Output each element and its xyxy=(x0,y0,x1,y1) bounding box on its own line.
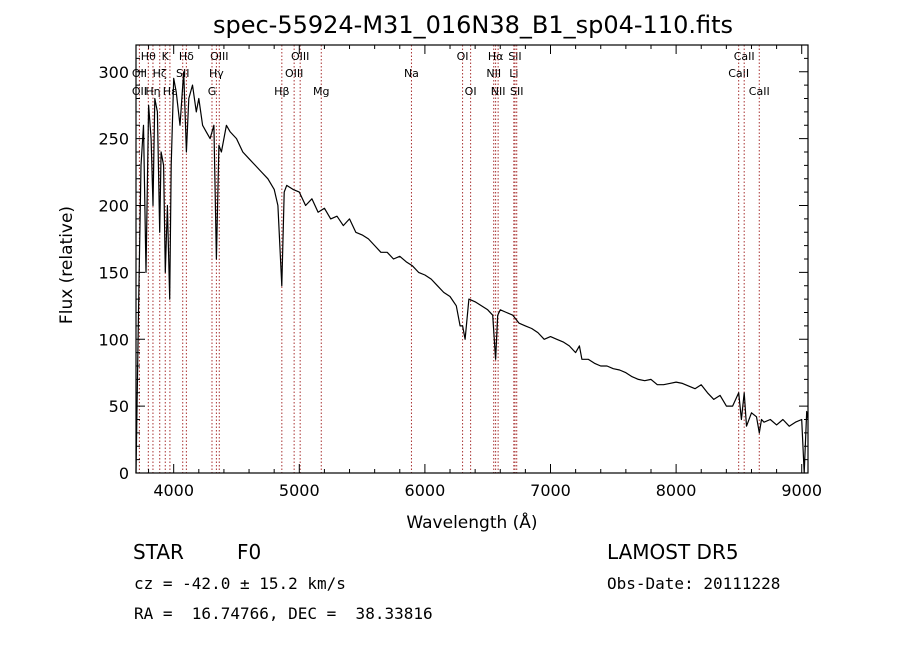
line-label-caii: CaII xyxy=(734,50,755,63)
line-label-caii: CaII xyxy=(728,67,749,80)
x-tick-label: 4000 xyxy=(153,481,194,500)
line-label-mg: Mg xyxy=(313,85,329,98)
line-label-na: Na xyxy=(404,67,419,80)
y-axis-label: Flux (relative) xyxy=(57,206,77,324)
line-label-sii: SII xyxy=(508,50,521,63)
object-class: STAR xyxy=(133,540,184,564)
line-label-hγ: Hγ xyxy=(209,67,224,80)
y-tick-label: 100 xyxy=(98,330,129,349)
line-label-g: G xyxy=(208,85,217,98)
x-tick-label: 5000 xyxy=(279,481,320,500)
y-tick-label: 250 xyxy=(98,130,129,149)
line-label-oi: OI xyxy=(457,50,469,63)
line-label-hβ: Hβ xyxy=(274,85,289,98)
line-label-sii: SII xyxy=(510,85,523,98)
line-label-nii: NII xyxy=(486,67,501,80)
x-tick-label: 7000 xyxy=(530,481,571,500)
axis-ticks: 4000 5000 6000 7000 8000 9000 0 50 100 150 200 250 3… xyxy=(98,45,822,500)
plot-frame xyxy=(135,44,809,474)
line-label-sii: SII xyxy=(176,67,189,80)
line-label-hζ: Hζ xyxy=(153,67,167,80)
line-label-hη: Hη xyxy=(145,85,160,98)
line-label-li: Li xyxy=(509,67,518,80)
y-tick-label: 0 xyxy=(119,464,129,483)
line-label-oii: OII xyxy=(132,67,147,80)
x-axis-label: Wavelength (Å) xyxy=(406,511,537,533)
x-tick-label: 8000 xyxy=(656,481,697,500)
line-label-oi: OI xyxy=(465,85,477,98)
x-tick-label: 6000 xyxy=(405,481,446,500)
line-label-oiii: OIII xyxy=(210,50,228,63)
observation-date: Obs-Date: 20111228 xyxy=(607,574,781,593)
line-label-oiii: OIII xyxy=(285,67,303,80)
line-label-hα: Hα xyxy=(488,50,504,63)
line-label-oiii: OIII xyxy=(291,50,309,63)
y-tick-label: 200 xyxy=(98,197,129,216)
y-tick-label: 150 xyxy=(98,263,129,282)
line-label-caii: CaII xyxy=(749,85,770,98)
y-tick-label: 300 xyxy=(98,63,129,82)
object-subclass: F0 xyxy=(237,540,262,564)
x-tick-label: 9000 xyxy=(781,481,822,500)
line-label-hθ: Hθ xyxy=(141,50,156,63)
line-label-nii: NII xyxy=(491,85,506,98)
y-tick-label: 50 xyxy=(109,397,129,416)
spectrum-series-line xyxy=(135,71,809,474)
velocity-readout: cz = -42.0 ± 15.2 km/s xyxy=(134,574,346,593)
line-label-k: K xyxy=(162,50,170,63)
coordinates-readout: RA = 16.74766, DEC = 38.33816 xyxy=(134,604,433,623)
chart-title: spec-55924-M31_016N38_B1_sp04-110.fits xyxy=(213,11,733,39)
survey-name: LAMOST DR5 xyxy=(607,540,739,564)
line-label-hδ: Hδ xyxy=(179,50,194,63)
